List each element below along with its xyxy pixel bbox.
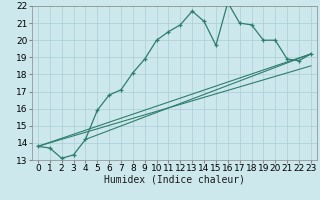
X-axis label: Humidex (Indice chaleur): Humidex (Indice chaleur) <box>104 175 245 185</box>
